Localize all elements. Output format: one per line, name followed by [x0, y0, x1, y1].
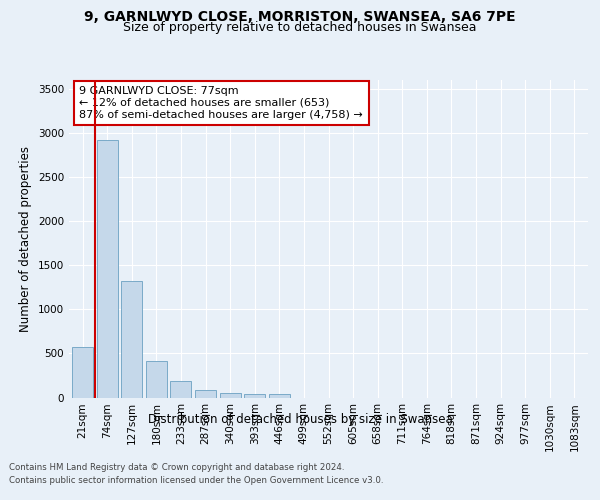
Text: Contains HM Land Registry data © Crown copyright and database right 2024.: Contains HM Land Registry data © Crown c…	[9, 462, 344, 471]
Text: Distribution of detached houses by size in Swansea: Distribution of detached houses by size …	[148, 412, 452, 426]
Bar	[244, 394, 265, 398]
Bar	[121, 281, 142, 398]
Y-axis label: Number of detached properties: Number of detached properties	[19, 146, 32, 332]
Text: Size of property relative to detached houses in Swansea: Size of property relative to detached ho…	[123, 22, 477, 35]
Bar	[195, 390, 216, 398]
Text: Contains public sector information licensed under the Open Government Licence v3: Contains public sector information licen…	[9, 476, 383, 485]
Bar	[170, 381, 191, 398]
Bar	[269, 394, 290, 398]
Bar	[72, 347, 93, 398]
Bar	[220, 392, 241, 398]
Bar	[97, 140, 118, 398]
Bar	[146, 361, 167, 398]
Text: 9, GARNLWYD CLOSE, MORRISTON, SWANSEA, SA6 7PE: 9, GARNLWYD CLOSE, MORRISTON, SWANSEA, S…	[84, 10, 516, 24]
Text: 9 GARNLWYD CLOSE: 77sqm
← 12% of detached houses are smaller (653)
87% of semi-d: 9 GARNLWYD CLOSE: 77sqm ← 12% of detache…	[79, 86, 363, 120]
